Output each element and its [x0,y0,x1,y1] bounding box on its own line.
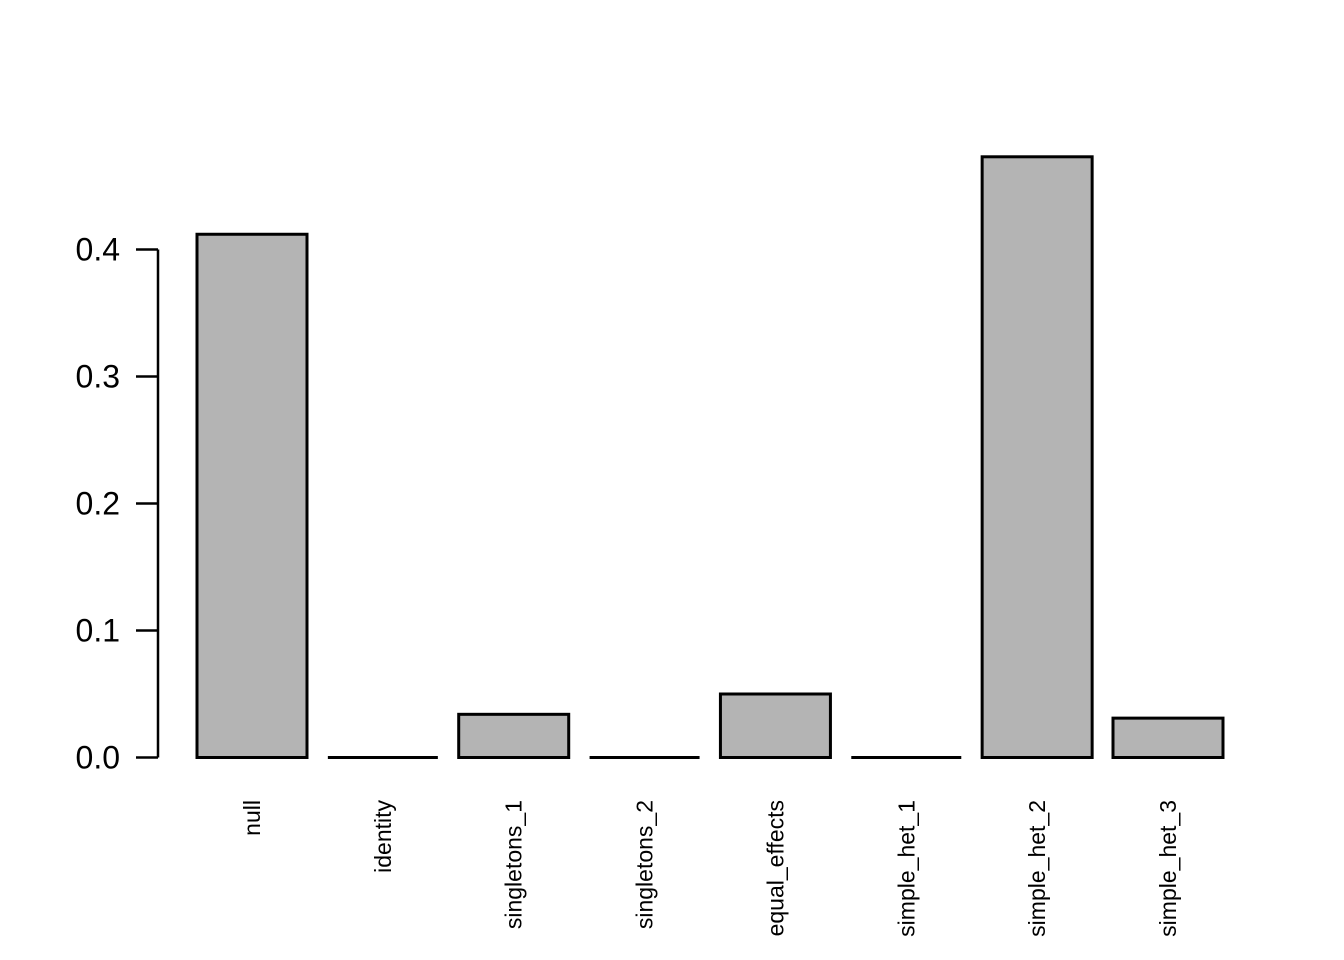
bar-singletons_1 [457,712,571,760]
y-tick-label-0.2: 0.2 [76,486,120,522]
y-tick-label-0.3: 0.3 [76,359,120,395]
x-label-null: null [239,800,265,836]
bar-simple_het_3 [1111,716,1225,760]
x-label-simple_het_3: simple_het_3 [1155,800,1181,937]
y-tick-label-0.1: 0.1 [76,613,120,649]
x-label-equal_effects: equal_effects [762,800,788,936]
bar-simple_het_2 [980,155,1094,760]
y-tick-label-0.0: 0.0 [76,740,120,776]
x-label-singletons_1: singletons_1 [501,800,527,929]
bar-equal_effects [718,692,832,759]
x-label-simple_het_1: simple_het_1 [893,800,919,937]
y-tick-label-0.4: 0.4 [76,232,120,268]
x-label-identity: identity [370,800,396,873]
bars [195,155,1225,760]
x-label-simple_het_2: simple_het_2 [1024,800,1050,937]
x-label-singletons_2: singletons_2 [632,800,658,929]
bar-null [195,232,309,759]
x-axis-labels: null identity singletons_1 singletons_2 equa… [239,800,1181,937]
y-axis: 0.0 0.1 0.2 0.3 0.4 [76,232,160,776]
